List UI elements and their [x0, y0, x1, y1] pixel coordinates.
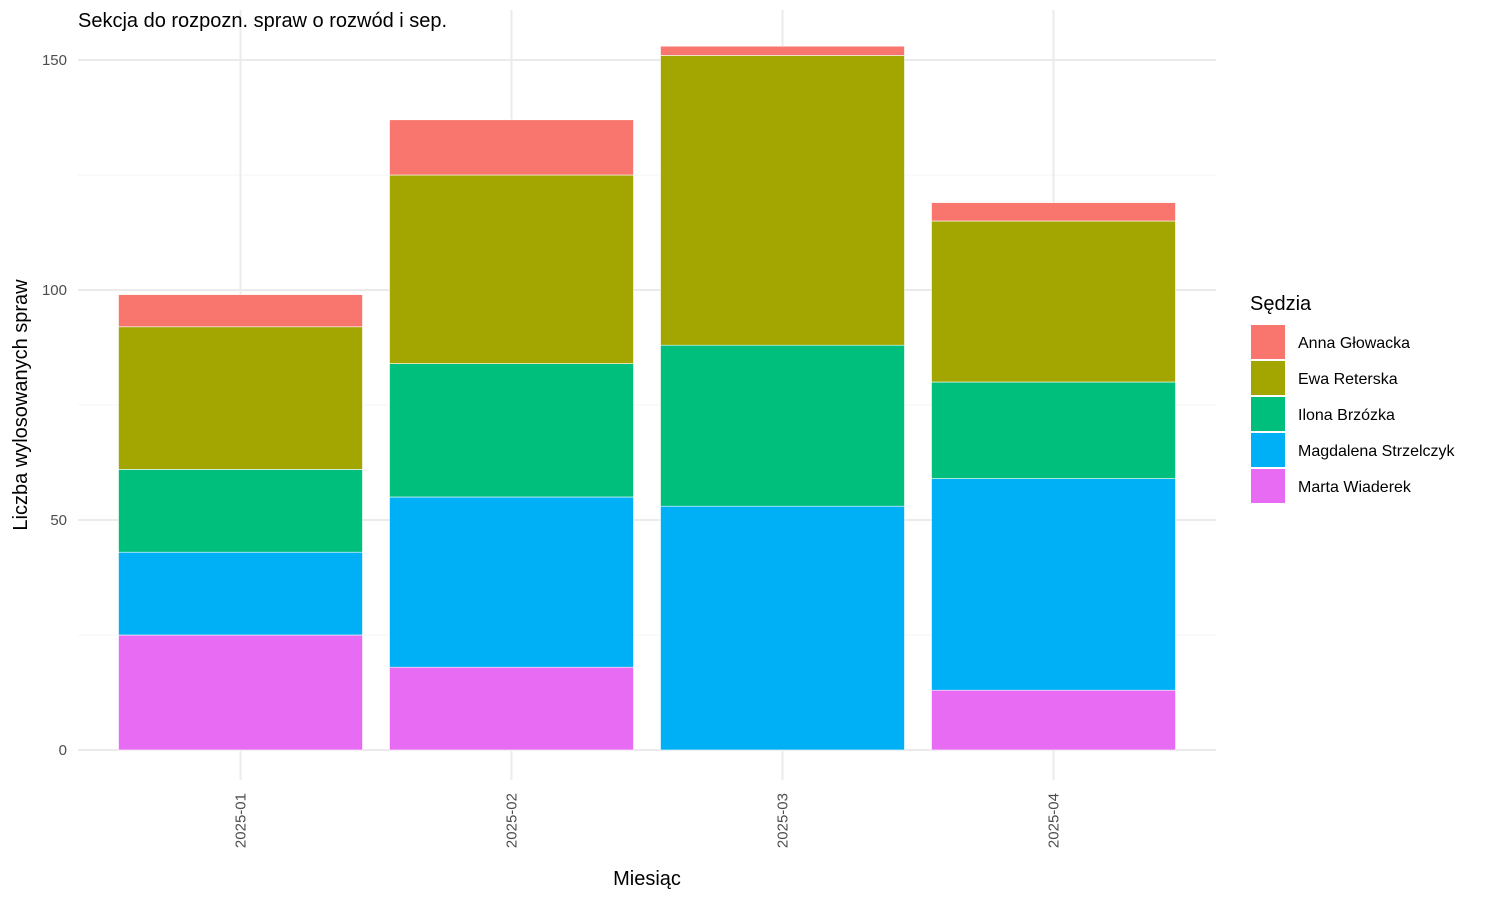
- chart-title: Sekcja do rozpozn. spraw o rozwód i sep.: [78, 10, 447, 32]
- bar-segment: [389, 119, 634, 176]
- bar-segment: [389, 363, 634, 498]
- bar-segment: [389, 174, 634, 364]
- legend-swatch: [1251, 469, 1285, 503]
- bar-segment: [389, 496, 634, 668]
- bar-segment: [931, 478, 1176, 691]
- y-axis-ticks: 0 50 100 150: [42, 52, 67, 759]
- bar-segment: [118, 294, 363, 328]
- x-axis-ticks: 2025-01 2025-02 2025-03 2025-04: [233, 793, 1063, 848]
- x-axis-title: Miesiąc: [613, 868, 681, 890]
- legend-swatch: [1251, 325, 1285, 359]
- bar-segment: [660, 505, 905, 751]
- y-tick-label: 150: [42, 52, 67, 69]
- legend-label: Anna Głowacka: [1298, 335, 1410, 352]
- bar-segment: [118, 326, 363, 470]
- legend-swatch: [1251, 433, 1285, 467]
- bar-segment: [118, 634, 363, 751]
- legend-label: Magdalena Strzelczyk: [1298, 443, 1456, 460]
- legend-swatch: [1251, 361, 1285, 395]
- bar-segment: [660, 55, 905, 346]
- bar-segment: [118, 469, 363, 553]
- legend-title: Sędzia: [1250, 293, 1312, 315]
- bar-segment: [118, 551, 363, 636]
- legend-label: Ewa Reterska: [1298, 371, 1398, 388]
- bar-segment: [660, 45, 905, 56]
- y-tick-label: 50: [50, 512, 67, 529]
- bar-segment: [660, 344, 905, 507]
- legend-label: Ilona Brzózka: [1298, 407, 1395, 424]
- bar-segment: [931, 381, 1176, 479]
- legend: Sędzia Anna Głowacka Ewa Reterska Ilona Br…: [1250, 293, 1456, 503]
- y-axis-title: Liczba wylosowanych spraw: [10, 279, 32, 531]
- bar-segment: [931, 220, 1176, 383]
- y-tick-label: 100: [42, 282, 67, 299]
- legend-swatch: [1251, 397, 1285, 431]
- bar-segment: [931, 689, 1176, 751]
- x-tick-label: 2025-01: [233, 793, 250, 848]
- x-tick-label: 2025-04: [1046, 793, 1063, 848]
- x-tick-label: 2025-03: [775, 793, 792, 848]
- bars: [118, 45, 1176, 751]
- bar-segment: [931, 202, 1176, 222]
- bar-segment: [389, 666, 634, 751]
- y-tick-label: 0: [59, 742, 67, 759]
- x-tick-label: 2025-02: [504, 793, 521, 848]
- legend-label: Marta Wiaderek: [1298, 479, 1412, 496]
